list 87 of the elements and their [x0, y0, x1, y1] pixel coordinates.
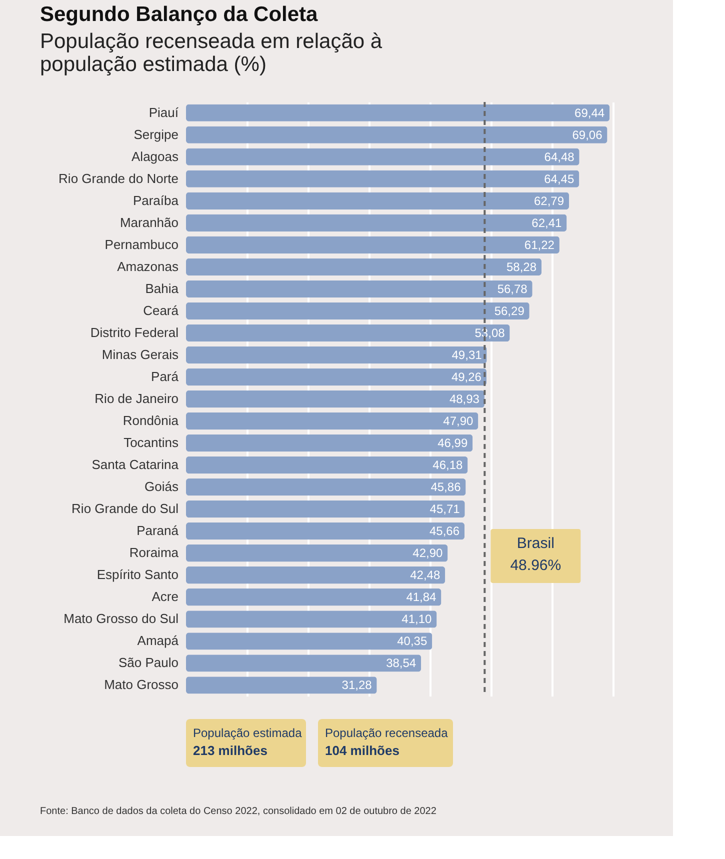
data-label: 56,78: [497, 282, 528, 296]
bar: [186, 214, 567, 232]
bar: [186, 412, 478, 430]
bar: [186, 456, 468, 474]
data-label: 45,71: [430, 502, 460, 516]
bar: [186, 654, 422, 672]
y-tick-label: Rio Grande do Norte: [58, 170, 178, 186]
data-label: 46,18: [432, 458, 464, 472]
bar: [186, 302, 530, 320]
bar: [186, 236, 560, 254]
data-label: 69,06: [572, 128, 603, 142]
data-label: 42,48: [410, 568, 440, 582]
bar: [186, 588, 442, 606]
y-tick-label: Paraíba: [132, 192, 180, 208]
data-label: 64,48: [544, 150, 575, 164]
data-label: 61,22: [524, 238, 555, 252]
bar: [186, 522, 465, 540]
bar: [186, 258, 542, 276]
bar: [186, 478, 466, 496]
ref-line-label: Brasil 48.96%: [510, 535, 562, 574]
data-label: 41,84: [406, 590, 437, 604]
bar: [186, 434, 473, 452]
chart-subtitle: População recenseada em relação à população estimada (%): [40, 30, 382, 76]
data-label: 45,86: [430, 480, 462, 494]
y-tick-label: Pará: [151, 368, 180, 384]
y-tick-label: Rio Grande do Sul: [72, 501, 179, 516]
bar: [186, 324, 510, 342]
y-tick-label: Amapá: [137, 633, 180, 648]
bar: [186, 148, 580, 166]
data-label: 48,93: [449, 392, 480, 406]
y-tick-label: Mato Grosso: [104, 677, 178, 692]
y-tick-label: Rondônia: [122, 413, 180, 428]
y-tick-label: Ceará: [143, 302, 180, 318]
data-label: 47,90: [443, 414, 474, 428]
bar: [186, 632, 432, 650]
bar: [186, 566, 446, 584]
y-tick-label: Bahia: [145, 280, 180, 296]
bar: [186, 280, 532, 298]
bar: [186, 346, 487, 364]
data-label: 49,26: [451, 370, 482, 384]
y-tick-label: Mato Grosso do Sul: [64, 611, 179, 626]
chart-title: Segundo Balanço da Coleta: [40, 3, 318, 26]
bar: [186, 390, 484, 408]
bar: [186, 544, 448, 562]
y-tick-label: Minas Gerais: [102, 346, 179, 362]
data-label: 62,79: [534, 194, 564, 208]
bar: [186, 192, 570, 210]
y-tick-label: Paraná: [136, 523, 180, 538]
y-tick-label: Rio de Janeiro: [94, 391, 178, 406]
y-tick-label: Roraima: [129, 545, 180, 560]
source-note: Fonte: Banco de dados da coleta do Censo 2022, consolidado em 02 de outubro de 2022: [40, 806, 437, 817]
data-label: 38,54: [386, 656, 416, 670]
data-label: 41,10: [402, 612, 432, 626]
y-tick-label: Maranhão: [120, 214, 178, 230]
y-tick-label: Tocantins: [124, 435, 179, 450]
data-label: 64,45: [544, 172, 574, 186]
bar: [186, 104, 610, 122]
y-tick-label: Amazonas: [117, 258, 179, 274]
bar: [186, 676, 377, 694]
y-tick-label: Acre: [152, 589, 178, 604]
data-label: 56,29: [494, 304, 525, 318]
y-tick-label: Goiás: [144, 479, 179, 494]
bar: [186, 170, 580, 188]
data-label: 49,31: [452, 348, 482, 362]
y-tick-label: Santa Catarina: [92, 457, 180, 472]
data-label: 58,28: [506, 260, 537, 274]
y-tick-label: Alagoas: [132, 148, 179, 164]
y-tick-label: Distrito Federal: [90, 324, 179, 340]
data-label: 42,90: [412, 546, 444, 560]
text: População recenseada 104 milhões: [325, 726, 448, 758]
bar: [186, 610, 437, 628]
y-tick-label: Espírito Santo: [96, 567, 178, 582]
data-label: 40,35: [397, 634, 428, 648]
text: População estimada 213 milhões: [193, 726, 302, 758]
data-label: 62,41: [532, 216, 562, 230]
y-tick-label: São Paulo: [118, 655, 178, 670]
data-label: 31,28: [342, 678, 372, 692]
data-label: 53,08: [474, 326, 506, 340]
data-label: 46,99: [438, 436, 468, 450]
bar: [186, 500, 465, 518]
data-label: 45,66: [429, 524, 460, 538]
y-tick-label: Sergipe: [134, 126, 178, 142]
y-tick-label: Piauí: [148, 104, 179, 120]
y-tick-label: Pernambuco: [104, 236, 178, 252]
bar: [186, 126, 608, 144]
data-label: 69,44: [574, 106, 605, 120]
bar: [186, 368, 486, 386]
